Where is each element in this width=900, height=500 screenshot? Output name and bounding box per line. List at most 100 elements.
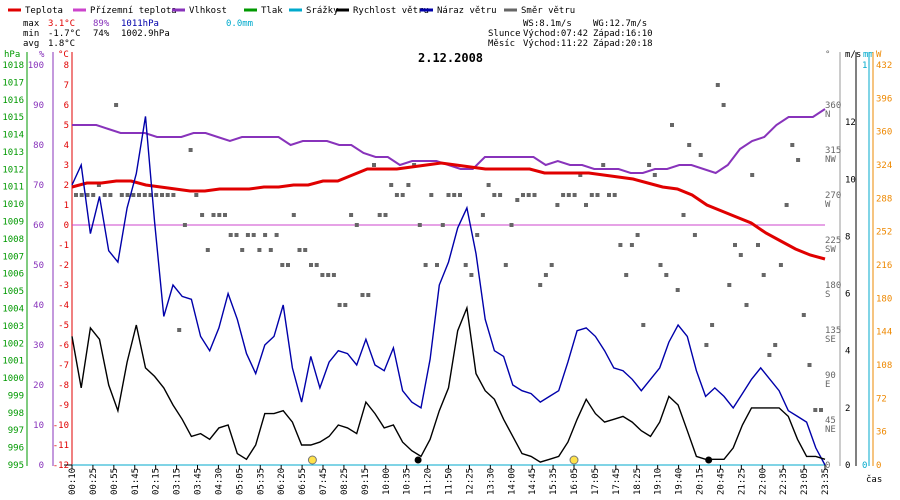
axis-hpa-tick: 1008 xyxy=(2,235,24,245)
wind-direction-point xyxy=(773,343,778,347)
legend-label-tlak: Tlak xyxy=(261,6,283,16)
wind-direction-point xyxy=(171,193,176,197)
x-tick-label: 15:35 xyxy=(549,468,559,495)
wind-direction-point xyxy=(543,273,548,277)
wind-direction-point xyxy=(297,248,302,252)
axis-ms-tick: 10 xyxy=(845,175,856,185)
stats-max-hum: 89% xyxy=(93,19,110,29)
axis-hpa-tick: 1016 xyxy=(2,96,24,106)
wind-direction-point xyxy=(578,173,583,177)
axis-c-tick: 0 xyxy=(64,221,69,231)
wind-direction-point xyxy=(377,213,382,217)
wind-direction-point xyxy=(498,193,503,197)
wind-direction-point xyxy=(778,263,783,267)
axis-w-tick: 72 xyxy=(876,394,887,404)
wind-direction-point xyxy=(721,103,726,107)
x-axis-label: čas xyxy=(866,474,882,485)
axis-c-tick: -1 xyxy=(58,241,69,251)
unit-c: °C xyxy=(58,50,69,60)
wind-direction-point xyxy=(251,233,256,237)
axis-deg-dir: NE xyxy=(825,425,836,435)
axis-ms-tick: 2 xyxy=(845,404,850,414)
axis-deg-tick: 315 xyxy=(825,146,841,156)
axis-hpa-tick: 1006 xyxy=(2,270,24,280)
x-tick-label: 16:05 xyxy=(570,468,580,495)
axis-w-tick: 108 xyxy=(876,361,892,371)
legend-label-naraz: Náraz větru xyxy=(437,6,497,16)
axis-w-tick: 360 xyxy=(876,128,892,138)
axis-c-tick: 5 xyxy=(64,121,69,131)
axis-hpa-tick: 1015 xyxy=(2,113,24,123)
x-tick-label: 07:45 xyxy=(319,468,329,495)
wind-direction-point xyxy=(343,303,348,307)
axis-deg-dir: S xyxy=(825,290,830,300)
stats-max-label: max xyxy=(23,19,40,29)
x-tick-label: 19:10 xyxy=(654,468,664,495)
x-tick-label: 14:00 xyxy=(507,468,517,495)
series-temperature xyxy=(71,161,826,261)
stats-min-label: min xyxy=(23,29,39,39)
wind-direction-point xyxy=(435,263,439,267)
axis-hpa-tick: 1003 xyxy=(2,322,24,332)
axis-hpa-tick: 999 xyxy=(8,391,24,401)
info-moonset: Západ:20:18 xyxy=(593,39,653,49)
wind-direction-point xyxy=(85,193,90,197)
wind-direction-point xyxy=(154,193,159,197)
stats-block: max 3.1°C 89% 1011hPa 0.0mm min -1.7°C 7… xyxy=(23,19,253,49)
wind-direction-point xyxy=(91,193,96,197)
axis-hpa-tick: 998 xyxy=(8,409,24,419)
wind-direction-point xyxy=(572,193,577,197)
chart-title: 2.12.2008 xyxy=(418,51,483,65)
info-sunset: Západ:16:10 xyxy=(593,29,653,39)
axis-ms-tick: 6 xyxy=(845,290,850,300)
wind-direction-point xyxy=(223,213,227,217)
wind-direction-point xyxy=(96,183,101,187)
axis-w-tick: 432 xyxy=(876,61,892,71)
axis-hpa-tick: 1018 xyxy=(2,61,24,71)
x-tick-label: 00:55 xyxy=(110,468,120,495)
axis-pct-tick: 30 xyxy=(33,341,44,351)
wind-direction-point xyxy=(595,193,600,197)
axis-mm: 10 xyxy=(862,61,867,471)
wind-direction-point xyxy=(521,193,525,197)
wind-direction-point xyxy=(452,193,457,197)
wind-direction-point xyxy=(383,213,388,217)
wind-direction-point xyxy=(658,263,663,267)
x-tick-label: 12:25 xyxy=(465,468,475,495)
axis-c-tick: -3 xyxy=(58,281,69,291)
wind-direction-point xyxy=(698,153,703,157)
wind-direction-point xyxy=(406,183,411,187)
x-tick-label: 06:55 xyxy=(298,468,308,495)
info-block: WS:8.1m/s WG:12.7m/s Slunce Východ:07:42… xyxy=(488,19,653,49)
wind-direction-point xyxy=(584,203,588,207)
series-wind-gust xyxy=(71,116,826,466)
x-tick-label: 05:05 xyxy=(235,468,245,495)
axis-hpa-tick: 1000 xyxy=(2,374,24,384)
x-tick-label: 13:30 xyxy=(486,468,496,495)
x-axis-ticks: 00:10 00:25 00:55 01:45 02:15 03:15 03:45 04:30… xyxy=(68,465,831,495)
wind-direction-point xyxy=(652,173,657,177)
wind-direction-point xyxy=(801,313,806,317)
wind-direction-point xyxy=(320,273,325,277)
axis-c-tick: -8 xyxy=(58,381,69,391)
wind-direction-point xyxy=(137,193,141,197)
axis-hpa: 1018 1017 1016 1015 1014 1013 1012 1011 1010 1009… xyxy=(2,61,24,471)
x-tick-label: 18:25 xyxy=(633,468,643,495)
legend-label-srazky: Srážky xyxy=(306,6,339,16)
wind-direction-point xyxy=(767,353,772,357)
axis-hpa-tick: 995 xyxy=(8,461,24,471)
wind-direction-point xyxy=(131,193,136,197)
wind-direction-point xyxy=(268,248,273,252)
x-tick-label: 10:35 xyxy=(403,468,413,495)
wind-direction-point xyxy=(612,193,617,197)
info-moon-label: Měsíc xyxy=(488,39,515,49)
wind-direction-point xyxy=(532,193,537,197)
wind-direction-point xyxy=(217,213,222,217)
axis-c-tick: -6 xyxy=(58,341,69,351)
axis-deg-tick: 180 xyxy=(825,281,841,291)
wind-direction-point xyxy=(796,158,801,162)
axis-mm-tick: 1 xyxy=(862,61,867,71)
